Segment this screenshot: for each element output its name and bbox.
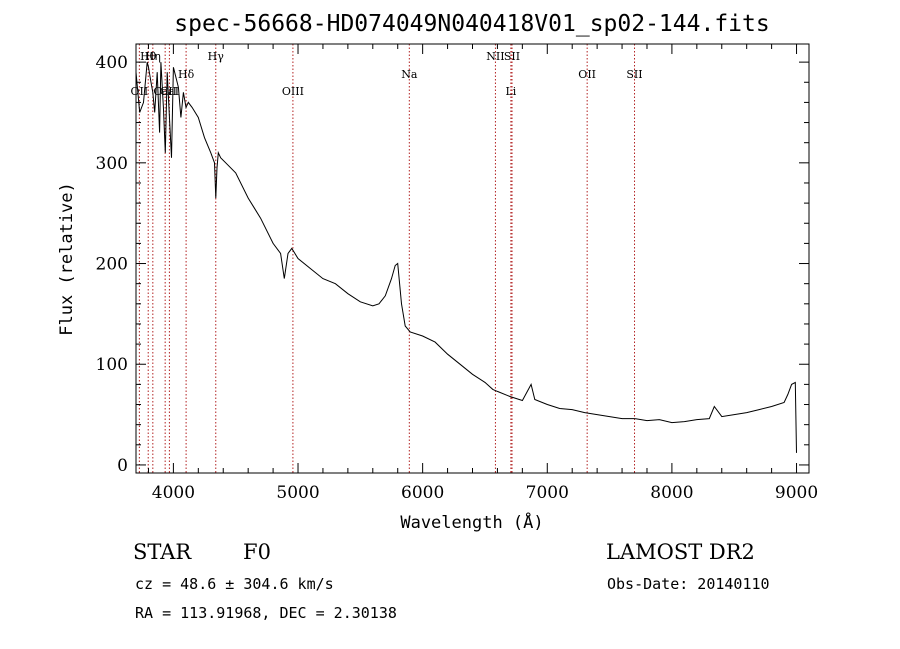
chart-title: spec-56668-HD074049N040418V01_sp02-144.f… [174, 11, 769, 37]
x-tick-label: 8000 [650, 483, 693, 503]
x-tick-label: 9000 [775, 483, 818, 503]
line-marker-label: Hδ [178, 68, 195, 81]
x-tick-label: 5000 [276, 483, 319, 503]
x-tick-label: 7000 [526, 483, 569, 503]
spectrum-series-line [135, 61, 797, 453]
x-tick-label: 4000 [152, 483, 195, 503]
obs-date-text: Obs-Date: 20140110 [607, 575, 770, 593]
x-tick-label: 6000 [401, 483, 444, 503]
object-class: STAR [133, 540, 192, 564]
line-marker-label: NII [486, 50, 504, 63]
coordinates-text: RA = 113.91968, DEC = 2.30138 [135, 604, 397, 622]
y-tick-label: 300 [96, 154, 128, 174]
line-marker-label: SII [626, 68, 642, 81]
line-marker-label: CaI [160, 85, 179, 98]
line-marker-label: Li [505, 85, 516, 98]
line-marker-label: OII [578, 68, 596, 81]
line-marker-label: Hη [145, 50, 161, 63]
y-tick-label: 400 [96, 53, 128, 73]
line-marker-label: CaII [153, 85, 177, 98]
x-axis-label: Wavelength (Å) [400, 511, 543, 533]
axis-ticks: 4000 5000 6000 7000 8000 9000 0 100 200 300 400 [96, 44, 818, 503]
object-subclass: F0 [243, 540, 271, 564]
y-axis-label: Flux (relative) [57, 182, 77, 336]
line-marker-label: Na [401, 68, 418, 81]
line-marker-label: OII [131, 85, 149, 98]
line-marker-label: SII [504, 50, 520, 63]
y-tick-label: 200 [96, 255, 128, 275]
plot-frame [135, 43, 810, 474]
line-marker-label: OIII [282, 85, 304, 98]
line-marker-label: Hγ [208, 50, 225, 63]
survey-label: LAMOST DR2 [606, 540, 755, 564]
line-marker-label: Hθ [140, 50, 157, 63]
y-tick-label: 100 [96, 355, 128, 375]
y-tick-label: 0 [117, 456, 128, 476]
redshift-text: cz = 48.6 ± 304.6 km/s [135, 575, 334, 593]
